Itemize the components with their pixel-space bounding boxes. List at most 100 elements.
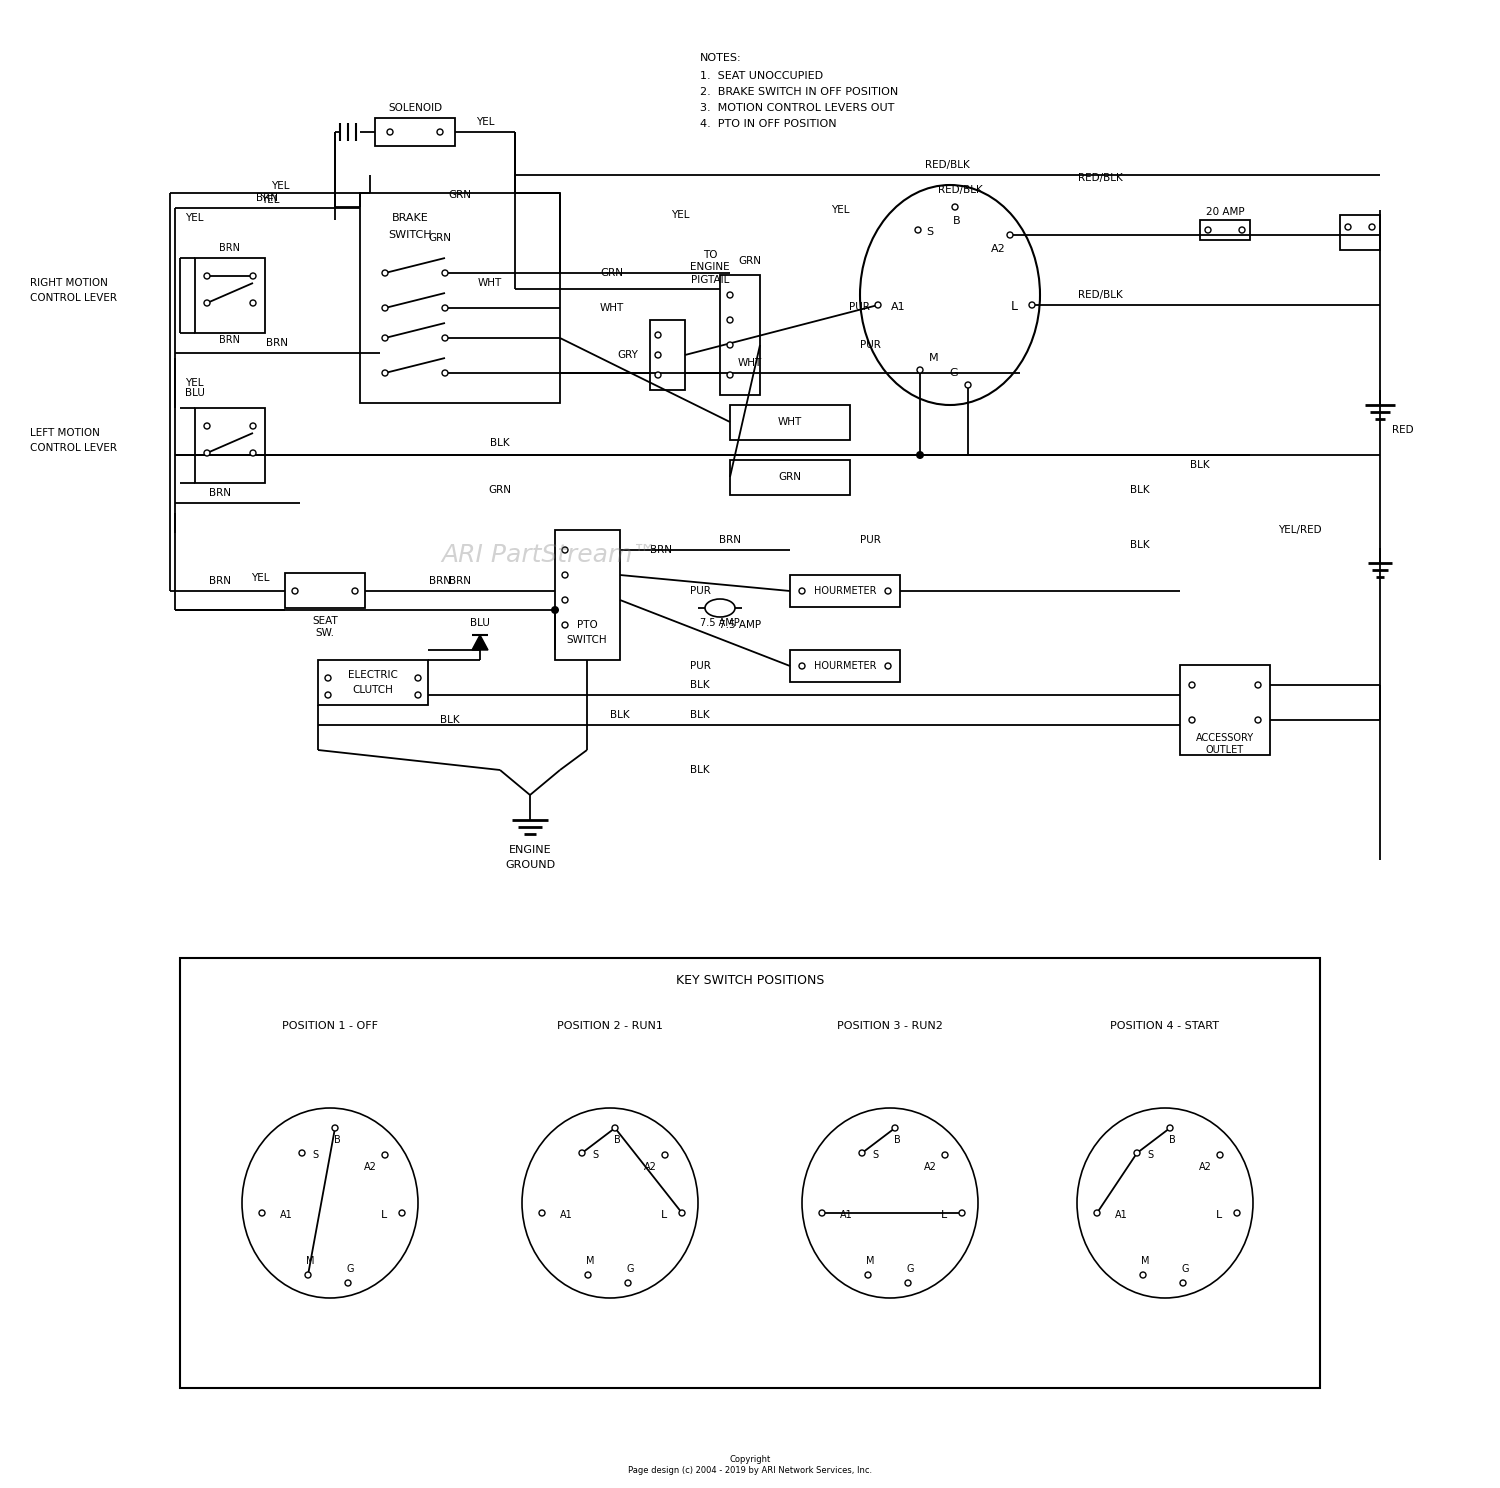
- Bar: [1200, 220, 1249, 240]
- Text: BRN: BRN: [209, 576, 231, 586]
- Text: A2: A2: [644, 1162, 657, 1173]
- Circle shape: [662, 1152, 668, 1158]
- Text: PUR: PUR: [859, 339, 880, 350]
- Bar: [730, 460, 850, 496]
- Text: BLK: BLK: [690, 680, 709, 690]
- Circle shape: [562, 571, 568, 577]
- Text: L: L: [1011, 301, 1017, 314]
- Text: 2.  BRAKE SWITCH IN OFF POSITION: 2. BRAKE SWITCH IN OFF POSITION: [700, 86, 898, 97]
- Circle shape: [585, 1272, 591, 1278]
- Text: A2: A2: [363, 1162, 376, 1173]
- Circle shape: [332, 1125, 338, 1131]
- Bar: [790, 650, 900, 682]
- Circle shape: [680, 1210, 686, 1216]
- Circle shape: [416, 676, 422, 682]
- Text: B: B: [894, 1135, 900, 1144]
- Text: GRN: GRN: [778, 472, 801, 482]
- Circle shape: [579, 1150, 585, 1156]
- Text: YEL: YEL: [831, 205, 849, 214]
- Circle shape: [382, 305, 388, 311]
- Bar: [360, 193, 560, 403]
- Text: PTO: PTO: [576, 620, 597, 629]
- Text: A1: A1: [891, 302, 906, 312]
- Text: YEL: YEL: [261, 195, 279, 205]
- Text: RED/BLK: RED/BLK: [924, 161, 969, 170]
- Text: BLK: BLK: [690, 710, 709, 720]
- Circle shape: [859, 1150, 865, 1156]
- Text: RED/BLK: RED/BLK: [938, 185, 982, 195]
- Text: PIGTAIL: PIGTAIL: [692, 275, 729, 286]
- Text: A1: A1: [840, 1210, 852, 1220]
- Text: B: B: [333, 1135, 340, 1144]
- Circle shape: [1239, 228, 1245, 234]
- Text: B: B: [614, 1135, 621, 1144]
- Circle shape: [304, 1272, 310, 1278]
- Bar: [1180, 665, 1270, 754]
- Text: M: M: [865, 1256, 874, 1266]
- Ellipse shape: [522, 1109, 698, 1298]
- Circle shape: [1140, 1272, 1146, 1278]
- Text: WHT: WHT: [600, 304, 624, 312]
- Text: L: L: [940, 1210, 946, 1220]
- Text: ENGINE: ENGINE: [690, 262, 730, 272]
- Text: PUR: PUR: [690, 661, 711, 671]
- Circle shape: [1346, 225, 1352, 231]
- Text: BRN: BRN: [718, 536, 741, 545]
- Text: M: M: [928, 353, 939, 363]
- Circle shape: [1216, 1152, 1222, 1158]
- Text: SWITCH: SWITCH: [388, 231, 432, 240]
- Bar: [730, 405, 850, 440]
- Ellipse shape: [802, 1109, 978, 1298]
- Circle shape: [399, 1210, 405, 1216]
- Text: TO: TO: [702, 250, 717, 260]
- Circle shape: [562, 597, 568, 603]
- Text: BRN: BRN: [429, 576, 451, 586]
- Bar: [195, 257, 266, 333]
- Ellipse shape: [1077, 1109, 1252, 1298]
- Text: S: S: [312, 1150, 318, 1161]
- Circle shape: [1204, 228, 1210, 234]
- Text: A2: A2: [990, 244, 1005, 254]
- Text: A1: A1: [280, 1210, 292, 1220]
- Circle shape: [550, 606, 560, 615]
- Text: RED/BLK: RED/BLK: [1077, 173, 1122, 183]
- Text: G: G: [1182, 1263, 1188, 1274]
- Text: HOURMETER: HOURMETER: [813, 586, 876, 597]
- Circle shape: [885, 664, 891, 670]
- Circle shape: [204, 449, 210, 455]
- Circle shape: [382, 1152, 388, 1158]
- Text: SEAT: SEAT: [312, 616, 338, 626]
- Circle shape: [800, 588, 806, 594]
- Circle shape: [885, 588, 891, 594]
- Circle shape: [1094, 1210, 1100, 1216]
- Circle shape: [952, 204, 958, 210]
- Text: YEL: YEL: [252, 573, 270, 583]
- Circle shape: [1256, 682, 1262, 687]
- Text: OUTLET: OUTLET: [1206, 745, 1243, 754]
- Circle shape: [345, 1280, 351, 1286]
- Text: CONTROL LEVER: CONTROL LEVER: [30, 293, 117, 304]
- Text: RED/BLK: RED/BLK: [1077, 290, 1122, 301]
- Circle shape: [656, 372, 662, 378]
- Polygon shape: [472, 635, 488, 650]
- Text: A1: A1: [560, 1210, 573, 1220]
- Text: YEL/RED: YEL/RED: [1278, 525, 1322, 536]
- Text: GRN: GRN: [600, 268, 622, 278]
- Circle shape: [1029, 302, 1035, 308]
- Text: L: L: [1216, 1210, 1222, 1220]
- Circle shape: [874, 302, 880, 308]
- Circle shape: [326, 676, 332, 682]
- Circle shape: [251, 272, 257, 278]
- Text: SOLENOID: SOLENOID: [388, 103, 442, 113]
- Bar: [790, 574, 900, 607]
- Text: BRN: BRN: [256, 193, 278, 202]
- Text: KEY SWITCH POSITIONS: KEY SWITCH POSITIONS: [676, 973, 824, 987]
- Text: BRN: BRN: [219, 243, 240, 253]
- Circle shape: [538, 1210, 544, 1216]
- Circle shape: [958, 1210, 964, 1216]
- Circle shape: [562, 622, 568, 628]
- Circle shape: [656, 332, 662, 338]
- Text: BRN: BRN: [448, 576, 471, 586]
- Circle shape: [292, 588, 298, 594]
- Text: A1: A1: [1114, 1210, 1128, 1220]
